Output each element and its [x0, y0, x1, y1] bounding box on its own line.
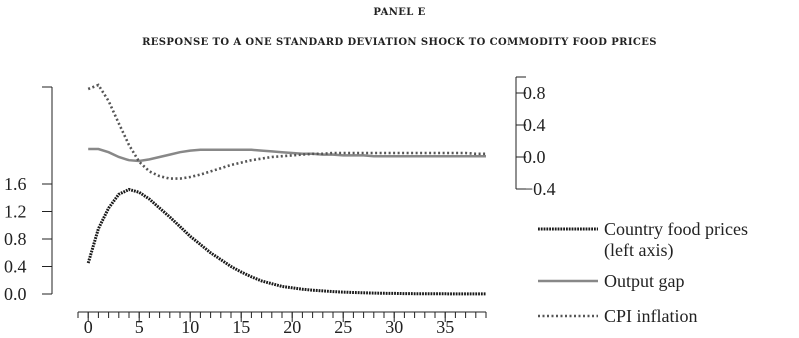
- x-tick-label: 35: [436, 317, 454, 337]
- x-tick-label: 5: [135, 317, 144, 337]
- right-y-tick-label: −0.4: [523, 179, 556, 199]
- series-lines: [86, 83, 486, 296]
- right-y-tick-label: 0.4: [523, 115, 546, 135]
- x-tick-label: 15: [232, 317, 250, 337]
- chart-title: RESPONSE TO A ONE STANDARD DEVIATION SHO…: [142, 37, 657, 48]
- left-y-tick-label: 0.8: [4, 229, 27, 249]
- panel-label: PANEL E: [373, 7, 425, 18]
- left-y-tick-label: 0.4: [4, 257, 27, 277]
- x-tick-label: 10: [181, 317, 199, 337]
- right-y-tick-label: 0.8: [523, 83, 546, 103]
- left-y-axis: 0.0 0.4 0.8 1.2 1.6: [4, 86, 53, 304]
- x-axis: 0 5 10 15 20 25 30 35: [77, 311, 487, 337]
- legend-label-1: Output gap: [604, 271, 685, 291]
- legend-label-0-line2: (left axis): [604, 240, 673, 261]
- x-tick-label: 20: [283, 317, 301, 337]
- left-y-tick-label: 0.0: [4, 284, 27, 304]
- x-tick-label: 30: [385, 317, 403, 337]
- right-y-tick-label: 0.0: [523, 147, 546, 167]
- legend: Country food prices(left axis) Output gap…: [538, 219, 748, 326]
- legend-label-0: Country food prices: [604, 219, 748, 239]
- left-y-tick-label: 1.6: [4, 174, 27, 194]
- x-tick-label: 0: [84, 317, 93, 337]
- x-tick-label: 25: [334, 317, 352, 337]
- left-y-tick-label: 1.2: [4, 202, 27, 222]
- series-line-0: [86, 187, 486, 296]
- right-y-axis: −0.4 0.0 0.4 0.8: [515, 76, 556, 199]
- series-line-1: [88, 147, 486, 163]
- series-line-2: [87, 83, 486, 180]
- legend-label-2: CPI inflation: [604, 306, 698, 326]
